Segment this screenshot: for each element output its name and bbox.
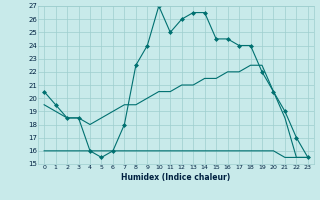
X-axis label: Humidex (Indice chaleur): Humidex (Indice chaleur) bbox=[121, 173, 231, 182]
